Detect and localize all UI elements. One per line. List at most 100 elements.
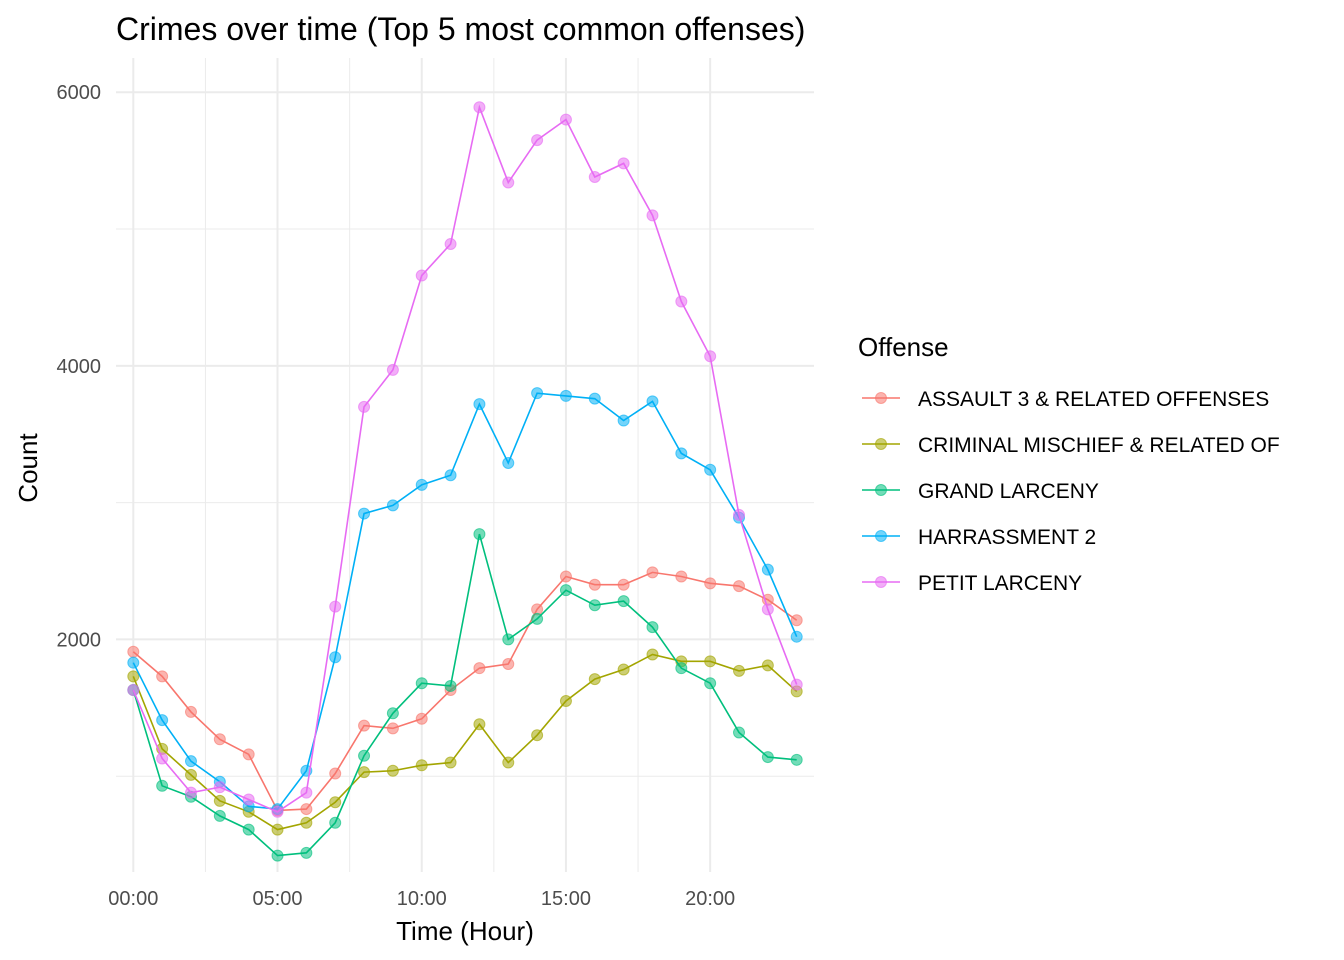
legend-label: HARRASSMENT 2 [918, 526, 1096, 549]
legend-label: PETIT LARCENY [918, 572, 1082, 595]
data-point [213, 794, 226, 807]
data-point [761, 659, 774, 672]
data-point [617, 663, 630, 676]
data-point [358, 719, 371, 732]
data-point [588, 392, 601, 405]
data-point [271, 823, 284, 836]
data-point [790, 614, 803, 627]
x-tick-label: 00:00 [108, 888, 158, 910]
data-point [184, 705, 197, 718]
data-point [559, 389, 572, 402]
data-point [127, 670, 140, 683]
data-point [559, 584, 572, 597]
data-point [300, 846, 313, 859]
data-point [271, 805, 284, 818]
data-point [329, 796, 342, 809]
data-point [790, 630, 803, 643]
data-point [329, 767, 342, 780]
y-axis-ticks: 2000 4000 6000 [57, 82, 102, 651]
chart-title: Crimes over time (Top 5 most common offe… [116, 11, 805, 47]
data-point [559, 694, 572, 707]
data-point [502, 658, 515, 671]
grid [116, 58, 814, 872]
data-point [559, 113, 572, 126]
data-point [329, 600, 342, 613]
legend-key-point [875, 576, 887, 588]
data-point [502, 756, 515, 769]
data-point [127, 656, 140, 669]
data-point [271, 849, 284, 862]
data-point [184, 768, 197, 781]
data-point [300, 816, 313, 829]
data-point [300, 803, 313, 816]
data-point [502, 176, 515, 189]
data-point [790, 753, 803, 766]
data-point [386, 722, 399, 735]
data-point [213, 733, 226, 746]
y-tick-label: 2000 [57, 629, 102, 651]
data-point [704, 655, 717, 668]
data-point [761, 563, 774, 576]
data-point [588, 673, 601, 686]
data-point [415, 478, 428, 491]
legend-item: GRAND LARCENY [862, 480, 1099, 503]
data-point [531, 612, 544, 625]
series-line [132, 653, 798, 831]
legend-item: ASSAULT 3 & RELATED OFFENSES [862, 388, 1269, 411]
data-point [358, 749, 371, 762]
data-point [675, 295, 688, 308]
data-point [761, 603, 774, 616]
legend-key-point [875, 530, 887, 542]
data-point [704, 677, 717, 690]
data-point [156, 714, 169, 727]
data-point [704, 350, 717, 363]
data-point [156, 670, 169, 683]
legend-label: CRIMINAL MISCHIEF & RELATED OF [918, 434, 1280, 457]
data-point [646, 648, 659, 661]
data-point [156, 752, 169, 765]
legend-key-point [875, 438, 887, 450]
series-lines [127, 101, 803, 862]
data-point [156, 779, 169, 792]
data-point [617, 578, 630, 591]
data-point [444, 679, 457, 692]
data-point [358, 400, 371, 413]
series-3 [127, 387, 803, 816]
data-point [531, 729, 544, 742]
data-point [358, 766, 371, 779]
legend-key-point [875, 484, 887, 496]
data-point [184, 755, 197, 768]
series-2 [127, 528, 803, 862]
data-point [242, 748, 255, 761]
data-point [617, 414, 630, 427]
data-point [386, 499, 399, 512]
legend-label: ASSAULT 3 & RELATED OFFENSES [918, 388, 1269, 411]
data-point [127, 684, 140, 697]
data-point [473, 398, 486, 411]
data-point [617, 157, 630, 170]
data-point [531, 134, 544, 147]
data-point [415, 269, 428, 282]
y-tick-label: 4000 [57, 356, 102, 378]
series-line [132, 104, 798, 813]
data-point [444, 238, 457, 251]
data-point [473, 101, 486, 114]
data-point [386, 764, 399, 777]
data-point [761, 751, 774, 764]
x-tick-label: 10:00 [397, 888, 447, 910]
data-point [329, 816, 342, 829]
data-point [415, 712, 428, 725]
data-point [588, 171, 601, 184]
data-point [588, 599, 601, 612]
data-point [473, 718, 486, 731]
x-axis-title: Time (Hour) [396, 916, 534, 946]
data-point [675, 662, 688, 675]
legend-item: HARRASSMENT 2 [862, 526, 1096, 549]
data-point [213, 781, 226, 794]
data-point [646, 209, 659, 222]
data-point [733, 726, 746, 739]
data-point [473, 528, 486, 541]
data-point [300, 786, 313, 799]
data-point [675, 447, 688, 460]
data-point [473, 662, 486, 675]
